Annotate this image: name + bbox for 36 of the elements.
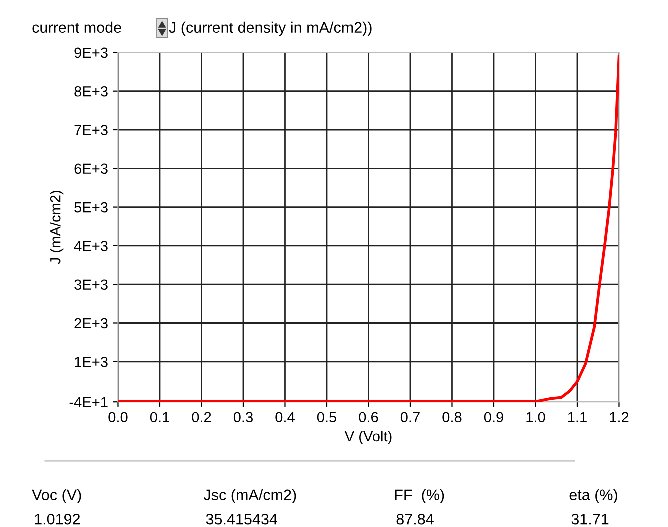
y-tick-label: 8E+3 [74,86,108,97]
text: Voc (V) [32,489,82,504]
x-tick-label: 0.9 [484,412,504,423]
y-tick-label: 1E+3 [75,357,108,368]
text: Jsc (mA/cm2) [204,489,296,504]
text: 31.71 [572,514,609,525]
x-tick-label: 0.3 [234,412,253,423]
x-tick-label: 0.7 [400,412,420,423]
text: eta (%) [570,489,618,504]
x-tick-label: 0.6 [359,412,378,423]
x-tick-label: 0.5 [317,412,337,423]
text: current mode [32,22,122,34]
x-tick-label: 1.2 [610,412,629,422]
y-tick-label: 7E+3 [74,125,108,136]
y-axis-title: J (mA/cm2) [50,191,64,264]
text: 35.415434 [206,514,278,525]
x-tick-label: 0.0 [108,412,128,423]
y-tick-label: 2E+3 [74,318,108,329]
text: 1.0192 [35,514,80,525]
x-tick-label: 1.1 [568,412,587,422]
y-tick-label: -4E+1 [70,397,108,408]
y-tick-label: 3E+3 [74,280,108,290]
line-series [118,55,620,402]
y-tick-label: 9E+3 [74,48,108,58]
x-tick-label: 0.1 [150,412,170,423]
y-tick-label: 4E+3 [74,241,108,252]
text: FF (%) [395,489,444,504]
y-tick-label: 6E+3 [74,164,108,174]
text: 87.84 [396,514,434,525]
x-axis-title: V (Volt) [344,430,392,445]
x-tick-label: 0.2 [192,412,212,423]
x-tick-label: 0.4 [276,412,295,423]
x-tick-label: 0.8 [442,412,462,423]
y-tick-label: 5E+3 [74,202,108,213]
x-tick-label: 1.0 [526,412,546,423]
chart-title: J (current density in mA/cm2)) [169,22,372,36]
